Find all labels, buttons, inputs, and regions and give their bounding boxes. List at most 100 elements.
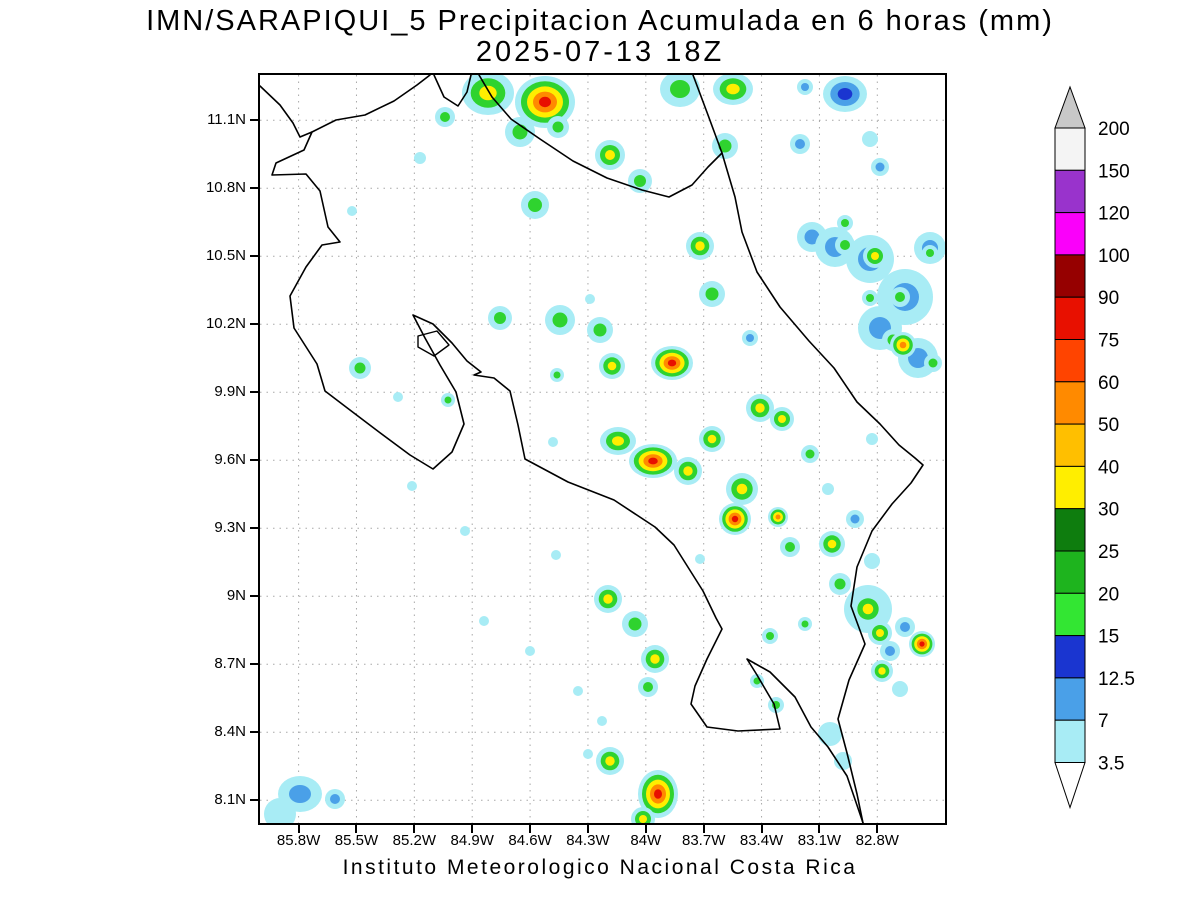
coastline-path	[260, 85, 864, 823]
y-tick-mark	[250, 391, 258, 394]
colorbar-level-label: 90	[1098, 288, 1119, 309]
precip-cell	[552, 121, 564, 133]
colorbar-segment	[1054, 592, 1086, 637]
colorbar-segment	[1054, 339, 1086, 383]
y-tick-label: 10.5N	[205, 247, 246, 265]
coastline-path	[433, 75, 472, 107]
colorbar-level-label: 75	[1098, 331, 1119, 352]
precip-cell	[414, 152, 426, 164]
precip-cell	[726, 83, 740, 95]
coastline-path	[478, 75, 723, 198]
precip-cell	[628, 617, 642, 631]
precip-cell	[840, 240, 850, 250]
colorbar-segment	[1054, 635, 1086, 679]
colorbar-level-label: 3.5	[1098, 754, 1124, 775]
x-tick-label: 83.7W	[682, 832, 726, 849]
precip-cell	[393, 392, 403, 402]
precip-cell	[573, 686, 583, 696]
precip-cell	[648, 457, 658, 465]
y-tick-mark	[250, 459, 258, 462]
y-tick-label: 8.4N	[214, 723, 246, 741]
colorbar-level-label: 150	[1098, 161, 1130, 182]
y-tick-mark	[250, 255, 258, 258]
precip-cell	[612, 436, 624, 446]
colorbar-level-label: 15	[1098, 627, 1119, 648]
precip-cell	[801, 83, 809, 91]
x-tick-mark	[413, 825, 416, 833]
colorbar: 200 150 120 100 90 75 60 50 40 30 25 20 15 12.5 7 3.5	[1045, 85, 1165, 820]
precip-cell	[866, 294, 874, 302]
x-tick-mark	[644, 825, 647, 833]
figure-subtitle-datetime: 2025-07-13 18Z	[475, 36, 725, 68]
precip-cell	[605, 756, 615, 766]
precip-cell	[512, 124, 528, 140]
colorbar-segment	[1054, 212, 1086, 256]
precip-cell	[718, 139, 732, 153]
precip-cell	[731, 515, 739, 523]
precip-cell	[494, 312, 506, 324]
x-tick-label: 84W	[630, 832, 662, 849]
precip-cell	[347, 206, 357, 216]
colorbar-level-label: 200	[1098, 119, 1130, 140]
precip-cell	[707, 434, 717, 444]
x-tick-mark	[355, 825, 358, 833]
precip-cell	[460, 526, 470, 536]
precip-cell	[892, 681, 908, 697]
y-tick-mark	[250, 595, 258, 598]
precip-cell	[895, 292, 905, 302]
precip-cell	[805, 449, 815, 459]
precip-cell	[695, 241, 705, 251]
x-tick-label: 85.2W	[392, 832, 436, 849]
map-svg	[260, 75, 945, 823]
colorbar-segment	[1054, 296, 1086, 340]
precip-cell	[667, 359, 677, 367]
x-tick-label: 84.6W	[508, 832, 552, 849]
x-tick-mark	[297, 825, 300, 833]
y-tick-label: 10.8N	[205, 179, 246, 197]
map-plot-area	[258, 73, 947, 825]
y-tick-mark	[250, 119, 258, 122]
y-tick-label: 8.7N	[214, 655, 246, 673]
precip-cell	[899, 341, 907, 349]
precip-cell	[553, 371, 561, 379]
precip-cell	[885, 646, 895, 656]
x-tick-label: 83.4W	[739, 832, 784, 849]
precip-cell	[593, 323, 607, 337]
precip-cell	[479, 616, 489, 626]
precip-cell	[755, 403, 765, 413]
colorbar-svg: 200 150 120 100 90 75 60 50 40 30 25 20 15 12.5 7 3.5	[1054, 85, 1135, 810]
precip-cell	[866, 433, 878, 445]
precip-cell	[822, 483, 834, 495]
precip-cell	[766, 632, 774, 640]
precip-cell	[871, 252, 879, 260]
y-tick-label: 11.1N	[207, 111, 246, 129]
precip-cell	[607, 361, 617, 371]
x-tick-label: 82.8W	[855, 832, 899, 849]
precip-cell	[862, 603, 874, 615]
x-tick-mark	[760, 825, 763, 833]
y-tick-label: 10.2N	[205, 315, 246, 333]
x-tick-label: 85.5W	[334, 832, 379, 849]
precip-cell	[634, 175, 646, 187]
precip-cell	[552, 312, 568, 328]
precip-cell	[919, 641, 925, 647]
colorbar-level-label: 50	[1098, 415, 1119, 436]
x-tick-label: 84.3W	[566, 832, 610, 849]
y-tick-mark	[250, 527, 258, 530]
precip-cell	[479, 85, 497, 101]
precip-cell	[597, 716, 607, 726]
colorbar-arrow-below	[1054, 762, 1086, 810]
colorbar-level-label: 30	[1098, 500, 1119, 521]
x-tick-label: 85.8W	[276, 832, 321, 849]
precip-cell	[834, 578, 846, 590]
precip-cell	[643, 682, 653, 692]
precip-cell	[683, 466, 693, 476]
colorbar-level-label: 7	[1098, 711, 1109, 732]
precip-cell	[548, 437, 558, 447]
y-tick-mark	[250, 663, 258, 666]
x-tick-label: 83.1W	[797, 832, 842, 849]
island-outline	[417, 330, 450, 357]
colorbar-segment	[1054, 550, 1086, 594]
colorbar-level-label: 40	[1098, 457, 1119, 478]
